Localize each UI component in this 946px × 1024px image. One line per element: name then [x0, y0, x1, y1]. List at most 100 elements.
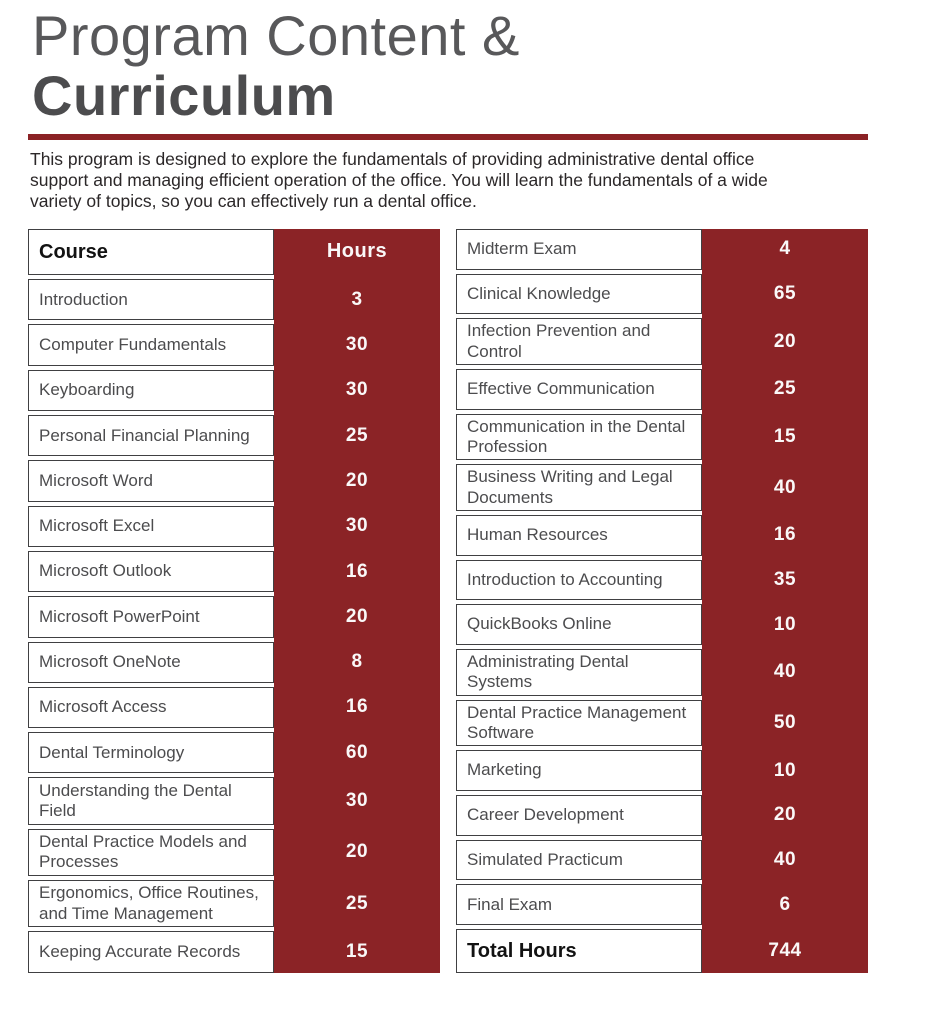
total-hours-row: Total Hours 744 [456, 929, 868, 973]
hours-cell: 20 [345, 605, 369, 627]
course-cell: Clinical Knowledge [456, 273, 702, 315]
course-table-right: Midterm Exam 4 Clinical Knowledge 65 Infecti… [456, 228, 868, 973]
hours-cell: 50 [773, 711, 797, 733]
table-row: Simulated Practicum 40 [456, 839, 868, 881]
course-cell: Career Development [456, 795, 702, 836]
hours-cell: 25 [345, 424, 369, 446]
course-cell: Effective Communication [456, 368, 702, 410]
hours-cell: 60 [345, 741, 369, 763]
hours-cell: 30 [345, 334, 369, 356]
course-cell: Midterm Exam [456, 228, 702, 270]
course-cell: Microsoft Access [28, 686, 274, 729]
course-cell: Personal Financial Planning [28, 415, 274, 457]
course-rows-right: Midterm Exam 4 Clinical Knowledge 65 Infecti… [456, 228, 868, 973]
course-cell: Keeping Accurate Records [28, 931, 274, 973]
course-cell: Communication in the Dental Profession [456, 413, 702, 461]
course-cell: Keyboarding [28, 369, 274, 412]
intro-paragraph: This program is designed to explore the … [30, 148, 768, 211]
course-cell: Infection Prevention and Control [456, 318, 702, 365]
table-row: Introduction to Accounting 35 [456, 559, 868, 601]
hours-cell: 30 [345, 515, 369, 537]
table-row: QuickBooks Online 10 [456, 604, 868, 645]
table-row: Dental Practice Models and Processes 20 [28, 828, 440, 877]
table-row: Effective Communication 25 [456, 368, 868, 410]
hours-cell: 25 [773, 378, 797, 400]
table-row: Infection Prevention and Control 20 [456, 318, 868, 365]
hours-cell: 8 [351, 651, 363, 673]
table-row: Microsoft Word 20 [28, 460, 440, 502]
course-rows-left: Course Hours Introduction 3 Computer Fundame… [28, 228, 440, 973]
hours-cell: 16 [773, 524, 797, 546]
course-cell: Dental Practice Models and Processes [28, 828, 274, 877]
table-row: Computer Fundamentals 30 [28, 324, 440, 366]
course-cell: Human Resources [456, 514, 702, 556]
table-row: Introduction 3 [28, 279, 440, 321]
page-title: Program Content & Curriculum [32, 6, 946, 126]
table-row: Human Resources 16 [456, 514, 868, 556]
hours-cell: 10 [773, 759, 797, 781]
title-underline-rule [28, 133, 868, 140]
hours-header-cell: Hours [326, 240, 388, 263]
course-cell: Dental Terminology [28, 732, 274, 774]
course-cell: Microsoft OneNote [28, 641, 274, 683]
hours-cell: 15 [345, 941, 369, 963]
page-title-line1: Program Content & [32, 4, 520, 67]
table-row: Microsoft Excel 30 [28, 505, 440, 547]
hours-cell: 40 [773, 661, 797, 683]
table-row: Career Development 20 [456, 795, 868, 836]
hours-cell: 65 [773, 282, 797, 304]
hours-cell: 16 [345, 696, 369, 718]
table-row: Understanding the Dental Field 30 [28, 777, 440, 825]
table-row: Final Exam 6 [456, 884, 868, 926]
course-cell: Microsoft Outlook [28, 550, 274, 593]
hours-cell: 30 [345, 790, 369, 812]
hours-cell: 20 [773, 804, 797, 826]
table-row: Dental Terminology 60 [28, 732, 440, 774]
course-cell: Simulated Practicum [456, 839, 702, 881]
table-header-row: Course Hours [28, 228, 440, 276]
course-cell: Computer Fundamentals [28, 324, 274, 366]
hours-cell: 20 [773, 330, 797, 352]
course-cell: Understanding the Dental Field [28, 777, 274, 825]
hours-cell: 40 [773, 476, 797, 498]
hours-cell: 6 [779, 893, 791, 915]
table-row: Clinical Knowledge 65 [456, 273, 868, 315]
hours-cell: 20 [345, 841, 369, 863]
course-cell: Microsoft Word [28, 460, 274, 502]
table-row: Ergonomics, Office Routines, and Time Ma… [28, 880, 440, 928]
hours-cell: 10 [773, 613, 797, 635]
total-hours-cell: 744 [768, 939, 802, 961]
course-cell: Microsoft Excel [28, 505, 274, 547]
course-cell: Marketing [456, 750, 702, 792]
table-row: Keeping Accurate Records 15 [28, 931, 440, 973]
hours-cell: 20 [345, 469, 369, 491]
page: Program Content & Curriculum This progra… [28, 6, 946, 973]
table-row: Communication in the Dental Profession 15 [456, 413, 868, 461]
table-row: Business Writing and Legal Documents 40 [456, 464, 868, 511]
table-row: Midterm Exam 4 [456, 228, 868, 270]
table-row: Microsoft OneNote 8 [28, 641, 440, 683]
hours-cell: 25 [345, 892, 369, 914]
course-cell: Final Exam [456, 884, 702, 926]
hours-band-right [702, 228, 868, 973]
hours-cell: 35 [773, 568, 797, 590]
hours-cell: 30 [345, 379, 369, 401]
course-cell: Dental Practice Management Software [456, 699, 702, 747]
curriculum-tables: Course Hours Introduction 3 Computer Fundame… [28, 228, 946, 973]
table-row: Microsoft Outlook 16 [28, 550, 440, 593]
course-cell: Business Writing and Legal Documents [456, 464, 702, 511]
course-cell: QuickBooks Online [456, 604, 702, 645]
hours-cell: 16 [345, 560, 369, 582]
table-row: Marketing 10 [456, 750, 868, 792]
hours-cell: 15 [773, 425, 797, 447]
hours-band-left [274, 228, 440, 973]
table-row: Microsoft Access 16 [28, 686, 440, 729]
course-table-left: Course Hours Introduction 3 Computer Fundame… [28, 228, 440, 973]
course-cell: Introduction to Accounting [456, 559, 702, 601]
hours-cell: 40 [773, 849, 797, 871]
course-header-cell: Course [28, 228, 274, 276]
total-label-cell: Total Hours [456, 929, 702, 973]
table-row: Microsoft PowerPoint 20 [28, 596, 440, 638]
hours-cell: 4 [779, 238, 791, 260]
course-cell: Introduction [28, 279, 274, 321]
